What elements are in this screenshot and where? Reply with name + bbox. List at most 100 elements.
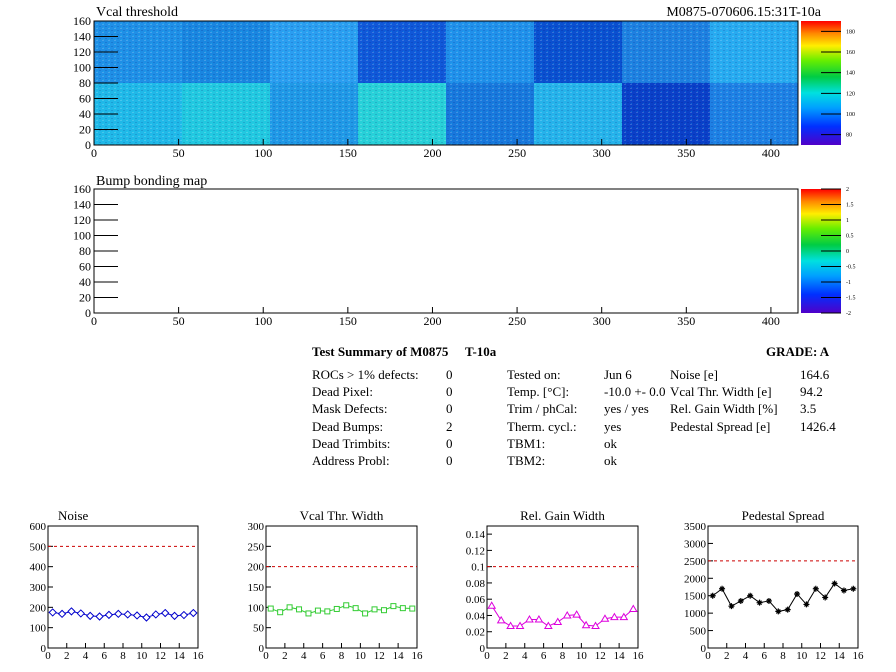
y-tick-label: 60	[79, 260, 91, 274]
x-tick-label: 200	[423, 146, 441, 160]
palette-tick-label: 0.5	[846, 234, 854, 240]
defect-value: 2	[446, 418, 453, 434]
defect-value: 0	[446, 453, 453, 468]
x-tick-label: 12	[595, 650, 606, 662]
x-tick-label: 0	[91, 146, 97, 160]
palette-tick-label: 2	[846, 187, 849, 193]
x-tick-label: 400	[762, 314, 780, 328]
data-point	[85, 611, 95, 621]
y-tick-label: 160	[73, 14, 91, 28]
data-point	[286, 604, 293, 611]
x-tick-label: 400	[762, 146, 780, 160]
x-tick-label: 350	[677, 314, 695, 328]
condition-row: Therm. cycl.: yes	[507, 419, 807, 435]
vcal-palette	[801, 21, 841, 145]
x-tick-label: 10	[355, 650, 367, 662]
data-point	[794, 590, 801, 597]
x-tick-label: 16	[412, 650, 424, 662]
data-point	[267, 605, 274, 612]
x-tick-label: 6	[102, 650, 108, 662]
y-tick-label: 0.1	[471, 562, 485, 574]
x-tick-label: 12	[815, 650, 826, 662]
x-tick-label: 200	[423, 314, 441, 328]
y-tick-label: 100	[30, 623, 47, 635]
y-tick-label: 0	[259, 643, 265, 655]
defect-label: ROCs > 1% defects:	[312, 367, 419, 382]
y-tick-label: 0	[480, 643, 486, 655]
data-point	[409, 605, 416, 612]
palette-tick-label: -1	[846, 280, 851, 286]
y-tick-label: 600	[30, 521, 47, 533]
y-tick-label: 160	[73, 182, 91, 196]
y-tick-label: 150	[248, 582, 265, 594]
data-point	[572, 610, 582, 618]
y-tick-label: 140	[73, 30, 91, 44]
data-point	[591, 621, 600, 630]
data-point	[719, 585, 726, 592]
module-id-label: M0875-070606.15:31T-10a	[666, 5, 821, 20]
data-point	[831, 580, 838, 587]
chart-title: Pedestal Spread	[742, 508, 825, 523]
y-tick-label: 80	[79, 244, 91, 258]
data-point	[170, 611, 179, 621]
grade-label: GRADE: A	[766, 344, 830, 359]
data-point	[324, 608, 331, 615]
y-tick-label: 60	[79, 92, 91, 106]
x-tick-label: 4	[83, 650, 89, 662]
x-tick-label: 8	[120, 650, 126, 662]
condition-row: TBM2: ok	[507, 453, 807, 469]
data-point	[333, 605, 340, 612]
data-point	[543, 621, 553, 630]
metric-label: Vcal Thr. Width [e]	[670, 384, 772, 400]
y-tick-label: 0.06	[466, 594, 486, 606]
plot-frame	[265, 525, 418, 649]
condition-value: Jun 6	[604, 367, 632, 382]
summary-title: Test Summary of M0875	[312, 344, 449, 359]
data-point	[76, 609, 86, 618]
x-tick-label: 300	[593, 146, 611, 160]
condition-value: yes	[604, 418, 622, 434]
data-point	[600, 614, 610, 622]
x-tick-label: 150	[339, 146, 357, 160]
palette-tick-label: 120	[846, 91, 855, 97]
data-point	[67, 607, 76, 616]
x-tick-label: 6	[762, 650, 768, 662]
data-point	[151, 610, 161, 619]
data-point	[399, 605, 406, 612]
data-point	[803, 601, 810, 608]
roc-chart: Pedestal Spread 0 2 4 6 8 10 12 14 16 0 500 1000 1500…	[684, 508, 864, 662]
defect-row: Mask Defects: 0	[312, 401, 612, 417]
metric-value: 164.6	[800, 367, 830, 382]
x-tick-label: 10	[576, 650, 588, 662]
data-point	[525, 615, 534, 623]
palette-tick-label: 160	[846, 50, 855, 56]
plot-frame	[47, 525, 199, 649]
x-tick-label: 50	[173, 146, 185, 160]
data-point	[142, 613, 151, 622]
y-tick-label: 0	[85, 306, 91, 320]
x-tick-label: 100	[254, 146, 272, 160]
y-tick-label: 40	[79, 275, 91, 289]
y-tick-label: 50	[253, 623, 265, 635]
series-line	[52, 610, 194, 619]
data-point	[123, 610, 132, 619]
data-point	[179, 610, 189, 620]
y-tick-label: 0.12	[466, 545, 485, 557]
y-tick-label: 500	[30, 541, 47, 553]
data-point	[380, 607, 387, 614]
x-tick-label: 12	[155, 650, 166, 662]
data-point	[57, 609, 67, 619]
chart-title: Noise	[58, 508, 89, 523]
metric-value: 3.5	[800, 401, 817, 417]
x-tick-label: 50	[173, 314, 185, 328]
metric-label: Pedestal Spread [e]	[670, 418, 771, 434]
data-point	[352, 605, 359, 612]
palette-tick-label: 100	[846, 112, 855, 118]
y-tick-label: 400	[30, 562, 47, 574]
data-point	[628, 604, 638, 612]
y-tick-label: 0	[701, 643, 707, 655]
metric-row: Pedestal Spread [e] 1426.4	[670, 419, 896, 435]
y-tick-label: 1500	[684, 591, 707, 603]
defect-value: 0	[446, 435, 453, 451]
